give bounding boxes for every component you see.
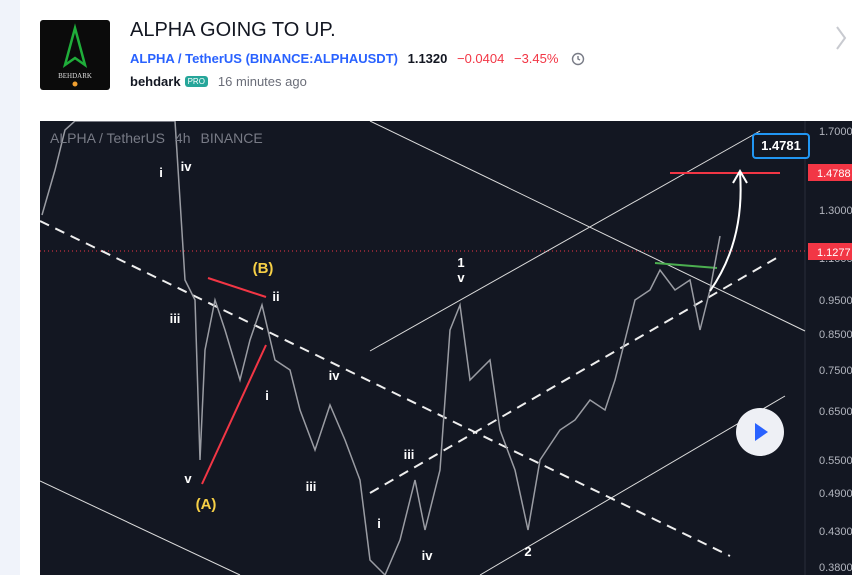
channel-line [479, 395, 786, 575]
axis-label: 0.9500 [819, 295, 852, 307]
wave-label: iv [422, 548, 434, 563]
trend-line [40, 480, 241, 575]
play-icon [755, 423, 768, 441]
wave-label: 2 [524, 544, 531, 559]
wave-label: (A) [196, 496, 217, 513]
channel-line [369, 130, 761, 352]
axis-label: 0.8500 [819, 329, 852, 341]
alert-icon[interactable] [570, 50, 586, 66]
projection-arrow [709, 172, 742, 292]
wave-label: 1 [457, 255, 464, 270]
wave-label: i [159, 165, 163, 180]
author-logo[interactable]: BEHDARK [40, 20, 110, 90]
exchange-link[interactable]: (BINANCE:ALPHAUSDT) [245, 51, 398, 66]
symbol-link[interactable]: ALPHA / TetherUS [130, 51, 242, 66]
time-ago: 16 minutes ago [217, 74, 307, 89]
legend-symbol: ALPHA / TetherUS [50, 130, 165, 146]
red-line [201, 344, 267, 485]
legend-exchange: BINANCE [201, 130, 263, 146]
legend: ALPHA / TetherUS 4h BINANCE [50, 130, 263, 146]
axis-label: 0.5500 [819, 455, 852, 467]
target-badge [808, 164, 852, 181]
axis-label: 0.7500 [819, 365, 852, 377]
wave-label: i [377, 516, 381, 531]
red-line [207, 277, 267, 298]
target-callout [752, 133, 810, 159]
axis-label: 1.3000 [819, 205, 852, 217]
wave-label: iv [181, 159, 193, 174]
change-pct: −3.45% [513, 51, 559, 66]
current-level: 1.1277 [817, 247, 851, 259]
logo-dot [72, 81, 78, 87]
axis-label: 0.4300 [819, 526, 852, 538]
wave-label: iv [329, 368, 341, 383]
axis-label: 0.3800 [819, 562, 852, 574]
legend-interval: 4h [175, 130, 191, 146]
logo-art: BEHDARK [58, 23, 92, 87]
logo-text: BEHDARK [58, 72, 92, 80]
dashed-line [40, 220, 731, 557]
callout-text: 1.4781 [761, 138, 801, 153]
target-level: 1.4788 [817, 168, 851, 180]
price: 1.1320 [407, 51, 448, 66]
chart-bg [40, 121, 852, 575]
axis-label: 0.4900 [819, 488, 852, 500]
next-arrow[interactable] [834, 24, 848, 52]
trend-line [369, 121, 806, 332]
wave-label: ii [272, 289, 279, 304]
wave-label: (B) [253, 260, 274, 277]
price-path [41, 121, 721, 575]
wave-label: v [184, 471, 192, 486]
author-line: behdark PRO 16 minutes ago [130, 74, 307, 89]
logo-shape [62, 23, 88, 68]
change: −0.0404 [457, 51, 505, 66]
pro-badge: PRO [184, 76, 208, 87]
axis-label: 1.7000 [819, 126, 852, 138]
wave-label: iii [306, 479, 317, 494]
chart: ALPHA / TetherUS 4h BINANCE i iv iii (B) i… [40, 121, 852, 575]
wave-label: iii [170, 311, 181, 326]
author-name[interactable]: behdark [130, 74, 181, 89]
idea-title: ALPHA GOING TO UP. [130, 19, 336, 41]
wave-label: iii [404, 447, 415, 462]
green-line [654, 262, 718, 269]
symbol-line: ALPHA / TetherUS (BINANCE:ALPHAUSDT) 1.1… [130, 50, 586, 66]
axis-label: 0.6500 [819, 406, 852, 418]
dashed-line [369, 255, 781, 494]
wave-label: i [265, 388, 269, 403]
side-strip [0, 0, 20, 575]
current-badge [808, 243, 852, 260]
arrow-head [732, 169, 748, 184]
wave-label: v [457, 270, 465, 285]
